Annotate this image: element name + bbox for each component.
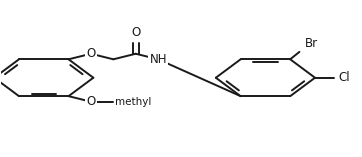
Text: NH: NH [150, 53, 167, 66]
Text: O: O [131, 26, 140, 39]
Text: Cl: Cl [338, 71, 350, 84]
Text: O: O [87, 47, 96, 60]
Text: O: O [87, 95, 96, 108]
Text: methyl: methyl [115, 97, 151, 107]
Text: Br: Br [305, 37, 318, 50]
